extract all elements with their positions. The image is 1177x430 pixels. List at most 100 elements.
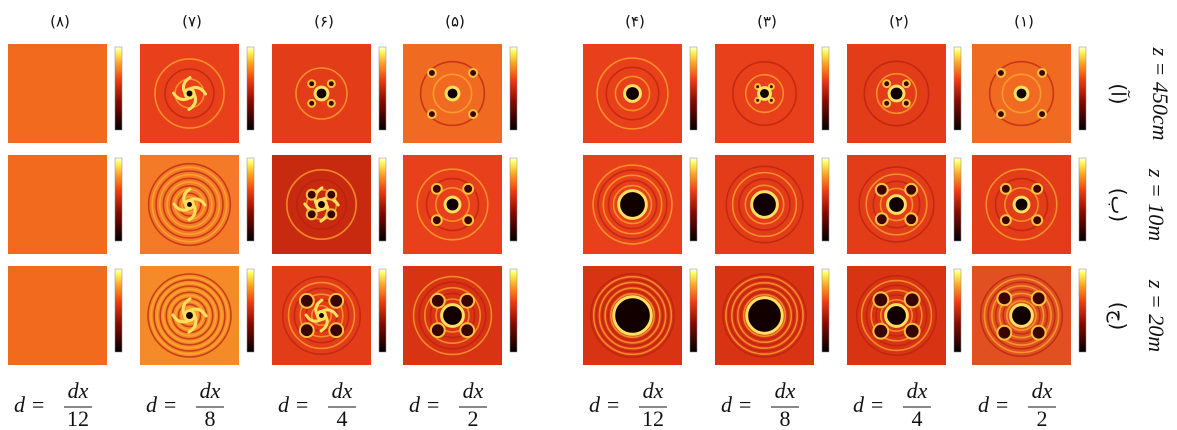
colorbar (954, 269, 961, 352)
fraction-numerator: dx (463, 378, 484, 403)
lobe (997, 291, 1011, 305)
colorbar (1079, 269, 1086, 352)
lobe (883, 80, 890, 87)
distance-label: z = 20m (1144, 279, 1169, 352)
lobe (1038, 69, 1046, 77)
lobe (469, 110, 477, 118)
fraction-numerator: dx (68, 378, 89, 403)
column-header: (۲) (889, 13, 909, 31)
lobe (1032, 184, 1042, 194)
fraction-denominator: 12 (642, 406, 664, 430)
intensity-panel (403, 44, 517, 143)
lobe (432, 184, 442, 194)
core (1014, 197, 1029, 212)
lobe (307, 209, 317, 219)
colorbar (822, 269, 829, 352)
intensity-panel (972, 155, 1086, 254)
lobe (905, 292, 920, 307)
lobe (876, 184, 888, 196)
lobe (328, 80, 335, 87)
core (186, 201, 194, 209)
fraction-numerator: dx (775, 378, 796, 403)
fraction-lhs: d = (853, 392, 884, 417)
lobe (463, 184, 473, 194)
core (1015, 87, 1028, 100)
column-header: (۷) (182, 13, 202, 31)
core (317, 200, 327, 210)
lobe (326, 209, 336, 219)
column-header: (۴) (625, 13, 645, 31)
lobe (905, 324, 920, 339)
colorbar (247, 158, 254, 241)
colorbar (510, 158, 517, 241)
intensity-panel (847, 266, 961, 365)
intensity-panel (140, 44, 254, 143)
intensity-panel (272, 266, 386, 365)
fraction-lhs: d = (978, 392, 1009, 417)
core (759, 88, 771, 100)
colorbar (247, 269, 254, 352)
lobe (1001, 215, 1011, 225)
fraction-numerator: dx (332, 378, 353, 403)
intensity-panel (8, 266, 122, 365)
column-header: (۸) (50, 13, 70, 31)
lobe (326, 190, 336, 200)
lobe (431, 294, 445, 308)
lobe (300, 294, 314, 308)
fraction-numerator: dx (1032, 378, 1053, 403)
column-header: (۳) (757, 13, 777, 31)
lobe (300, 323, 314, 337)
lobe (308, 100, 315, 107)
lobe (463, 215, 473, 225)
core (614, 297, 652, 335)
core (747, 298, 783, 334)
fraction-numerator: dx (643, 378, 664, 403)
figure: (۸)(۷)(۶)(۵)(۴)(۳)(۲)(۱)(آ)z = 450cm(ب)z… (0, 0, 1177, 430)
row-label: (آ) (1107, 83, 1132, 104)
row-label: (ب) (1107, 188, 1131, 222)
lobe (873, 324, 888, 339)
column-header: (۵) (445, 13, 465, 31)
lobe (328, 100, 335, 107)
core (318, 312, 326, 320)
core (446, 87, 459, 100)
colorbar (510, 269, 517, 352)
intensity-panel (847, 44, 961, 143)
intensity-panel (972, 266, 1086, 365)
core (752, 192, 778, 218)
lobe (428, 110, 436, 118)
fraction-denominator: 12 (67, 406, 89, 430)
lobe (1032, 291, 1046, 305)
fraction-lhs: d = (409, 392, 440, 417)
column-header: (۱) (1014, 13, 1034, 31)
intensity-panel (715, 44, 829, 143)
distance-label: z = 450cm (1148, 46, 1173, 140)
lobe (329, 294, 343, 308)
colorbar (115, 269, 122, 352)
lobe (997, 69, 1005, 77)
core (185, 311, 195, 321)
core (442, 305, 464, 327)
colorbar (690, 47, 697, 130)
colorbar (822, 158, 829, 241)
lobe (431, 323, 445, 337)
intensity-panel (8, 155, 122, 254)
intensity-panel (403, 266, 517, 365)
intensity-panel (583, 266, 697, 365)
lobe (428, 69, 436, 77)
panel-background (8, 266, 107, 365)
lobe (873, 292, 888, 307)
intensity-panel (140, 155, 254, 254)
lobe (997, 326, 1011, 340)
distance-label: z = 10m (1144, 168, 1169, 241)
fraction-denominator: 2 (468, 406, 479, 430)
lobe (329, 323, 343, 337)
core (185, 89, 194, 98)
lobe (905, 184, 917, 196)
colorbar (1079, 158, 1086, 241)
lobe (460, 323, 474, 337)
panel-background (8, 155, 107, 254)
lobe (1001, 184, 1011, 194)
fraction-lhs: d = (721, 392, 752, 417)
intensity-panel (583, 155, 697, 254)
